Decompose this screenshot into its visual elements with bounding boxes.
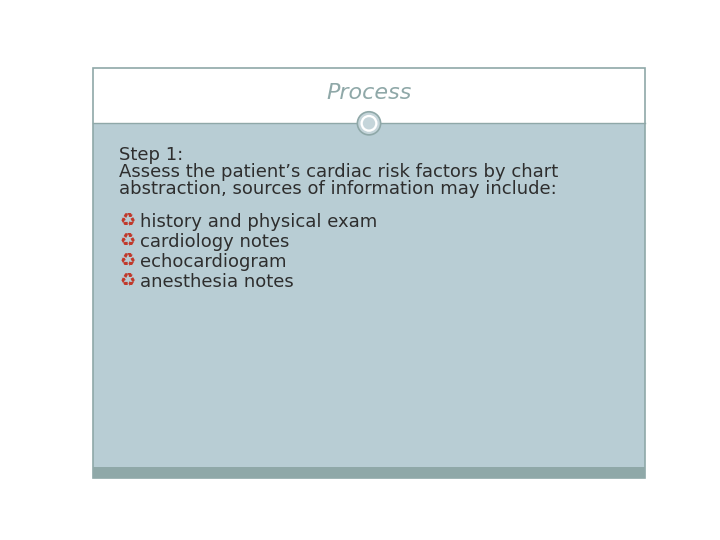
Text: abstraction, sources of information may include:: abstraction, sources of information may … [120, 180, 557, 198]
Text: Process: Process [326, 83, 412, 103]
Text: anesthesia notes: anesthesia notes [140, 273, 293, 291]
FancyBboxPatch shape [93, 123, 645, 467]
Text: history and physical exam: history and physical exam [140, 213, 377, 231]
Text: ♻: ♻ [120, 233, 135, 251]
Circle shape [357, 112, 381, 135]
Text: ♻: ♻ [120, 213, 135, 231]
Text: Assess the patient’s cardiac risk factors by chart: Assess the patient’s cardiac risk factor… [120, 164, 559, 181]
Text: Step 1:: Step 1: [120, 146, 184, 164]
Text: ♻: ♻ [120, 273, 135, 291]
Text: echocardiogram: echocardiogram [140, 253, 286, 271]
Text: ♻: ♻ [120, 253, 135, 271]
Text: cardiology notes: cardiology notes [140, 233, 289, 251]
FancyBboxPatch shape [93, 68, 645, 123]
Circle shape [361, 115, 377, 132]
Circle shape [363, 117, 375, 130]
FancyBboxPatch shape [93, 467, 645, 477]
